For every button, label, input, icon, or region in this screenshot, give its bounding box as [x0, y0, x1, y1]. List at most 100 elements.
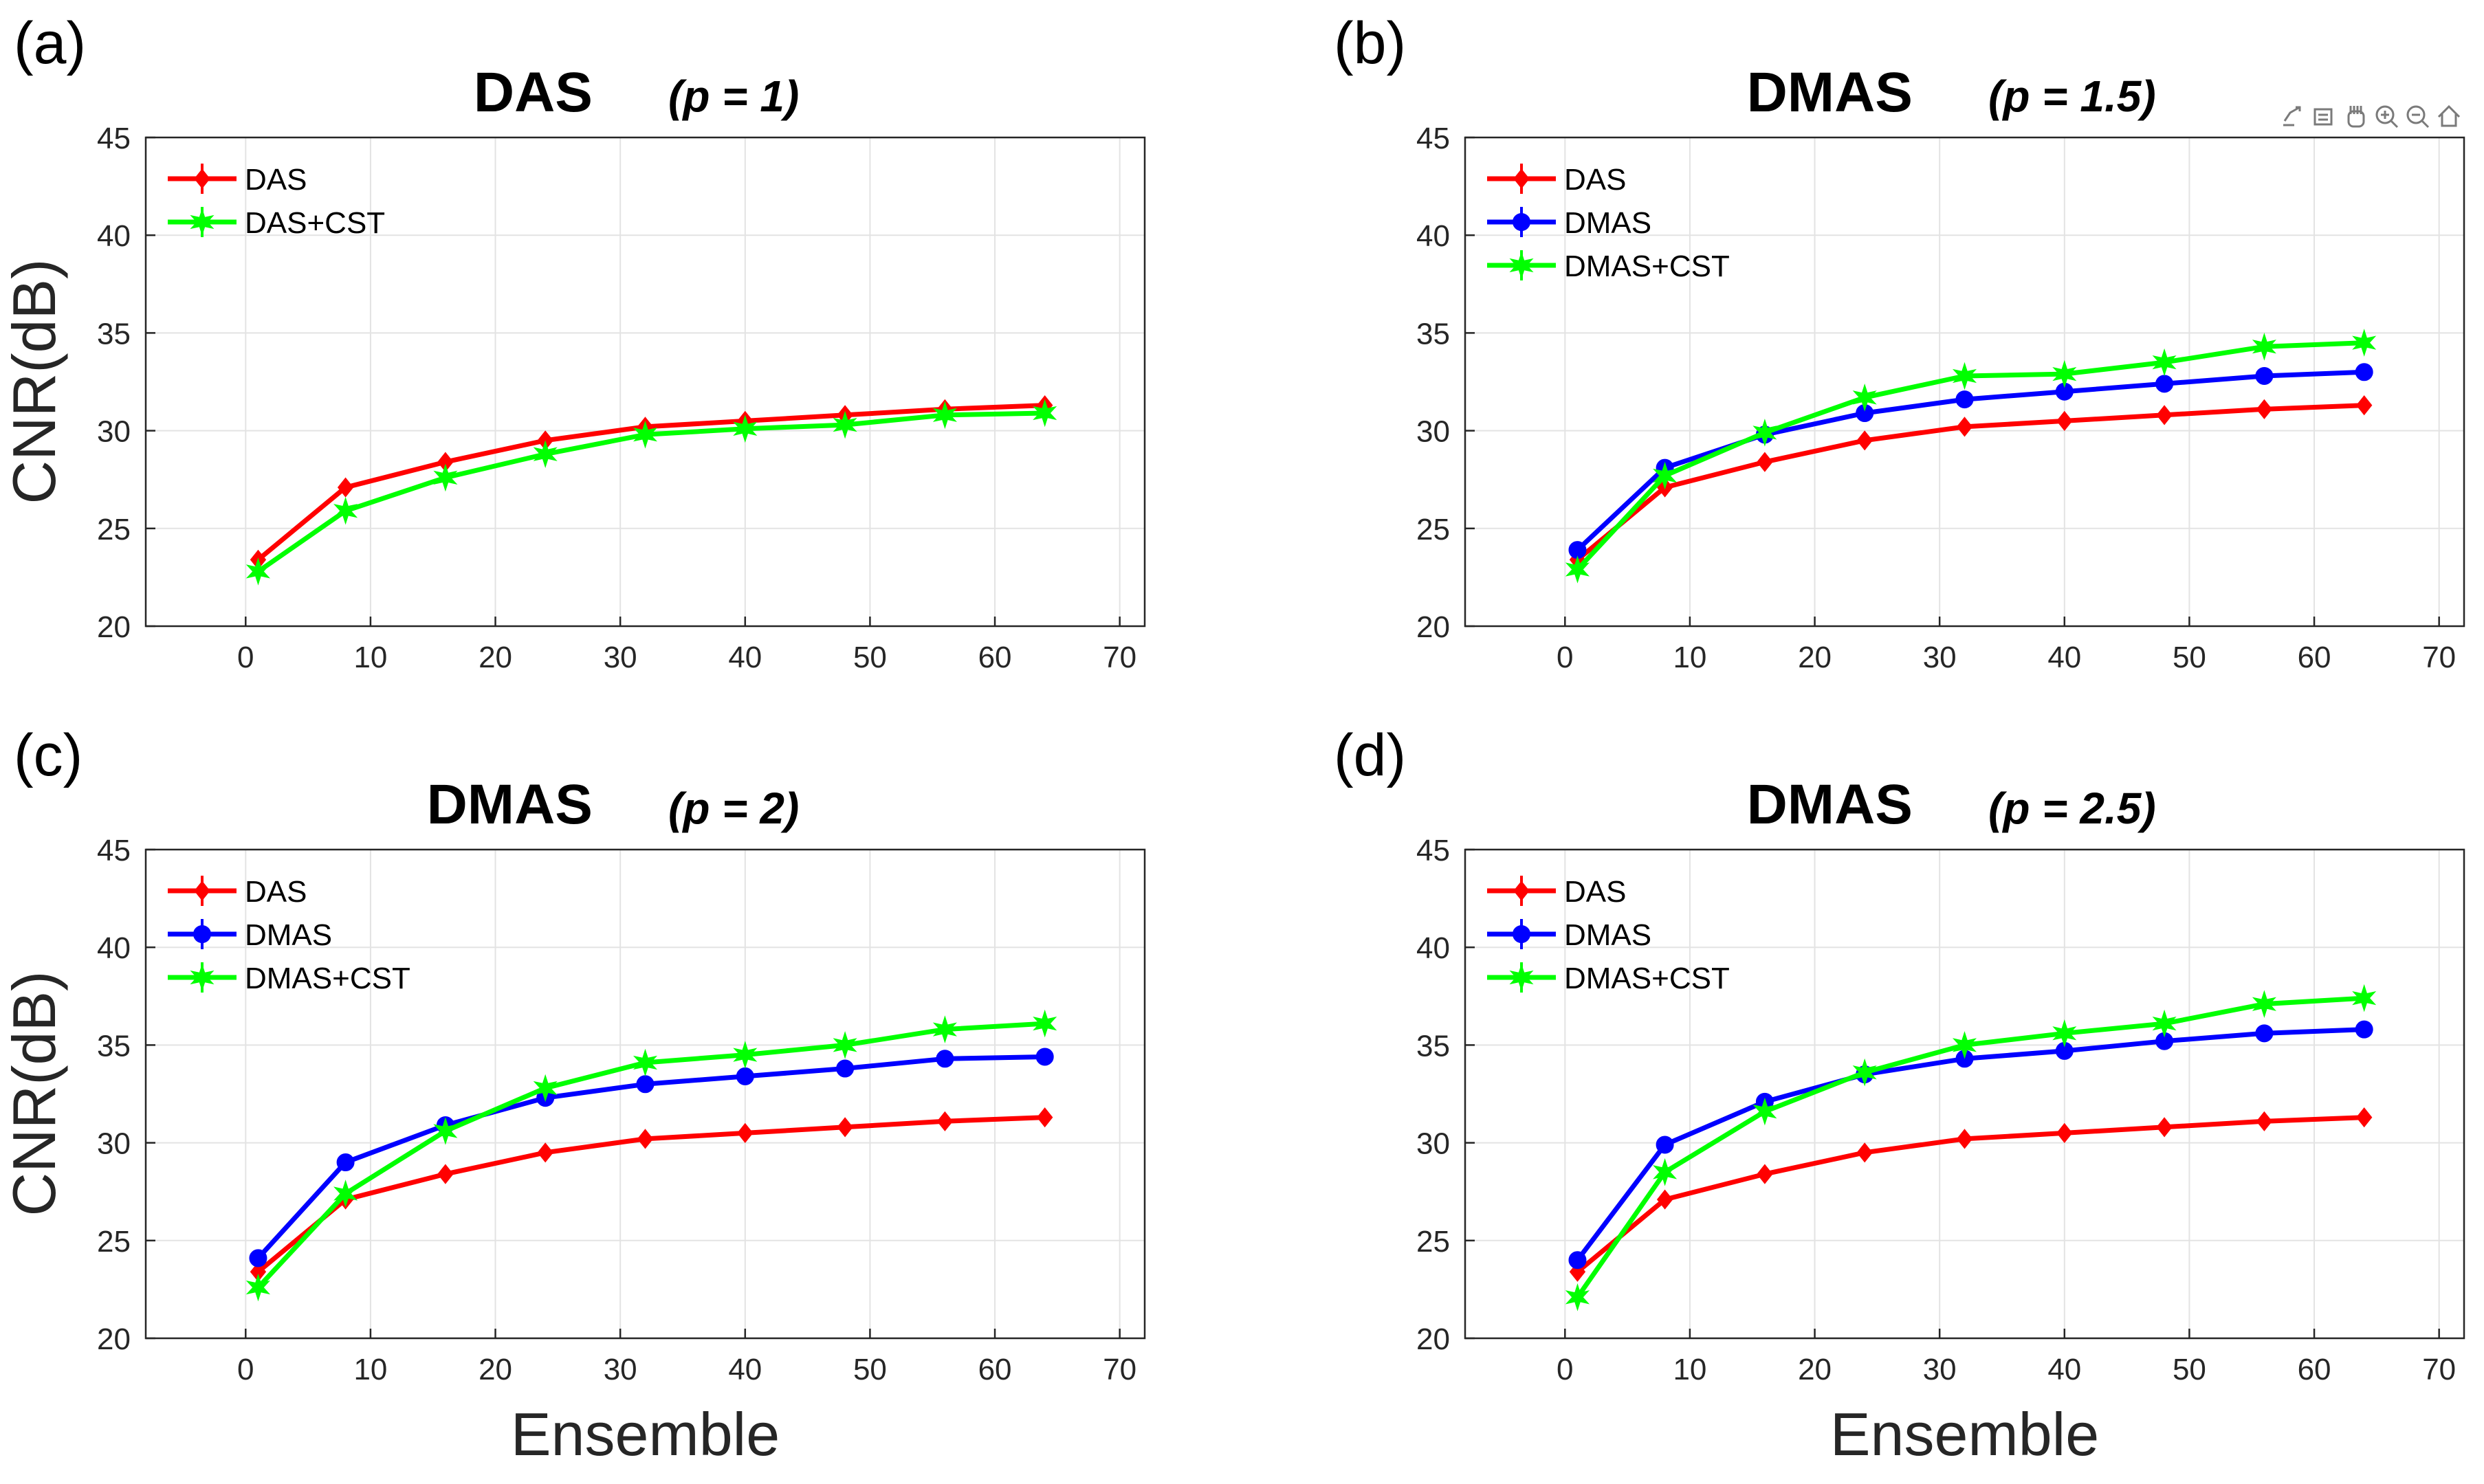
legend-entry: DAS+CST: [168, 206, 385, 240]
y-tick-label: 40: [97, 931, 131, 965]
chart-subtitle: (p = 1): [668, 71, 799, 121]
data-point: [333, 1180, 358, 1208]
x-tick-label: 20: [1798, 641, 1832, 674]
data-point: [1856, 1142, 1873, 1163]
x-tick-label: 70: [1103, 641, 1136, 674]
x-tick-label: 40: [2047, 1353, 2081, 1386]
panel-b: 0 10 20 30 40 50 60 70 20 25 30 35 40 45 (b) DMAS (p = 1…: [1334, 10, 2465, 674]
data-point: [932, 1015, 957, 1043]
data-point: [336, 1153, 355, 1172]
data-point: [637, 1129, 654, 1149]
data-point: [2356, 395, 2373, 416]
data-point: [1956, 1129, 1973, 1149]
data-point: [333, 496, 358, 525]
data-point: [837, 1117, 853, 1138]
x-tick-label: 60: [978, 1353, 1012, 1386]
data-point: [2352, 329, 2377, 357]
plot-area: [1465, 850, 2464, 1338]
y-tick-label: 45: [1416, 834, 1450, 867]
legend-entry: DMAS: [1487, 918, 1651, 952]
x-tick-label: 30: [604, 1353, 637, 1386]
data-point: [1653, 461, 1678, 490]
data-point: [2356, 1107, 2373, 1128]
panel-a: 0 10 20 30 40 50 60 70 20 25 30 35 40 45 (a) DAS (p = 1)…: [0, 10, 1146, 674]
data-point: [2355, 363, 2373, 381]
zoom-out-icon[interactable]: [2406, 105, 2430, 129]
data-point: [1033, 399, 1057, 428]
data-point: [2252, 990, 2276, 1018]
legend-entry: DMAS+CST: [168, 962, 410, 995]
y-tick-label: 30: [97, 1127, 131, 1161]
export-icon[interactable]: [2283, 106, 2301, 126]
legend-label: DAS+CST: [245, 206, 385, 240]
data-point: [2256, 1111, 2273, 1131]
x-tick-label: 20: [1798, 1353, 1832, 1386]
plot-area: [146, 850, 1145, 1338]
legend-label: DMAS: [245, 918, 332, 952]
chart-title: DMAS: [427, 773, 593, 836]
y-tick-label: 35: [1416, 1029, 1450, 1063]
data-point: [932, 401, 957, 430]
data-point: [437, 1164, 454, 1184]
data-point: [2152, 348, 2177, 377]
pan-icon[interactable]: [2347, 106, 2365, 128]
data-point: [1852, 1058, 1877, 1087]
zoom-in-icon[interactable]: [2375, 105, 2399, 129]
legend-label: DMAS+CST: [1564, 962, 1730, 995]
data-point: [1956, 417, 1973, 437]
data-point: [1656, 1189, 1673, 1210]
data-point: [1656, 1136, 1674, 1154]
y-tick-label: 45: [97, 834, 131, 867]
x-tick-label: 20: [479, 641, 512, 674]
brush-icon[interactable]: [2313, 108, 2333, 126]
data-point: [1952, 1031, 1977, 1059]
home-icon[interactable]: [2437, 104, 2461, 127]
data-point: [2156, 1117, 2173, 1138]
data-point: [2355, 1020, 2373, 1039]
data-point: [733, 1041, 758, 1069]
legend-marker: [1513, 925, 1530, 943]
panel-label: (a): [14, 10, 86, 76]
data-point: [537, 1142, 553, 1163]
x-axis-label: Ensemble: [1830, 1400, 2099, 1468]
legend-label: DAS: [1564, 875, 1626, 909]
legend-marker: [1513, 168, 1530, 189]
data-point: [1752, 419, 1777, 447]
legend-label: DAS: [1564, 163, 1626, 197]
x-tick-label: 10: [353, 1353, 387, 1386]
series-das-cst: [245, 399, 1057, 586]
x-tick-label: 0: [237, 641, 254, 674]
data-point: [2255, 366, 2274, 385]
legend-entry: DAS: [1487, 875, 1626, 909]
data-point: [2056, 1122, 2073, 1143]
legend-label: DMAS: [1564, 918, 1651, 952]
legend-marker: [194, 168, 210, 189]
data-point: [633, 421, 658, 449]
x-tick-label: 30: [1923, 1353, 1957, 1386]
y-tick-label: 25: [1416, 513, 1450, 546]
x-tick-label: 60: [2298, 641, 2331, 674]
data-point: [2155, 375, 2174, 393]
x-tick-label: 20: [479, 1353, 512, 1386]
data-point: [633, 1048, 658, 1077]
x-tick-label: 0: [1557, 1353, 1573, 1386]
panel-c: 0 10 20 30 40 50 60 70 20 25 30 35 40 45 (c) DMAS (p = 2…: [0, 722, 1146, 1468]
series-das: [1569, 1107, 2373, 1282]
y-tick-label: 20: [1416, 610, 1450, 644]
data-point: [1752, 1097, 1777, 1126]
y-tick-label: 40: [97, 219, 131, 253]
x-tick-label: 60: [978, 641, 1012, 674]
data-point: [2255, 1024, 2274, 1043]
data-point: [836, 1059, 855, 1078]
y-tick-label: 20: [97, 1322, 131, 1356]
y-tick-label: 25: [97, 513, 131, 546]
x-axis-label: Ensemble: [511, 1400, 780, 1468]
legend-entry: DAS: [168, 875, 307, 909]
y-axis-label: CNR(dB): [0, 259, 68, 505]
panel-label: (d): [1334, 722, 1406, 788]
y-tick-label: 40: [1416, 219, 1450, 253]
legend-entry: DMAS: [168, 918, 332, 952]
data-point: [2352, 984, 2377, 1012]
data-point: [2256, 399, 2273, 419]
